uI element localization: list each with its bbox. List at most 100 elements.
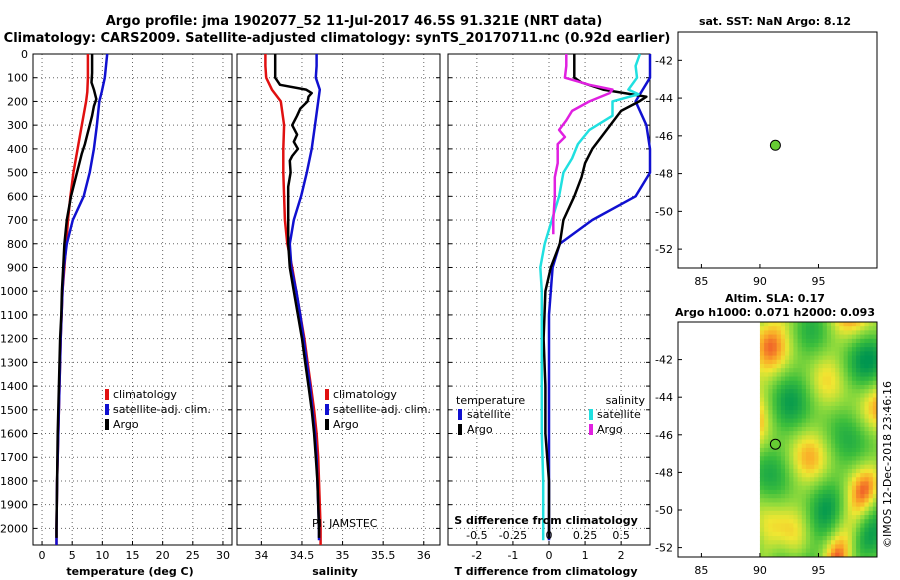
heatmap-cell xyxy=(759,401,765,407)
heatmap-cell xyxy=(759,548,765,554)
heatmap-cell xyxy=(759,527,765,533)
heatmap-cell xyxy=(847,494,853,499)
heatmap-cell xyxy=(831,380,836,386)
heatmap-cell xyxy=(768,418,773,424)
heatmap-cell xyxy=(818,519,824,524)
heatmap-cell xyxy=(822,531,828,537)
heatmap-cell xyxy=(868,531,874,537)
heatmap-cell xyxy=(856,531,861,537)
heatmap-cell xyxy=(764,322,769,327)
heatmap-cell xyxy=(776,422,782,428)
heatmap-cell xyxy=(851,334,857,340)
heatmap-cell xyxy=(810,363,815,369)
heatmap-cell xyxy=(847,544,853,550)
heatmap-cell xyxy=(789,439,794,445)
heatmap-cell xyxy=(776,548,782,554)
heatmap-cell xyxy=(789,380,794,386)
heatmap-cell xyxy=(776,414,782,420)
heatmap-cell xyxy=(776,359,782,365)
heatmap-cell xyxy=(797,418,803,424)
heatmap-cell xyxy=(797,338,803,344)
heatmap-cell xyxy=(797,330,803,336)
depth-tick-label: 500 xyxy=(7,167,28,180)
heatmap-cell xyxy=(818,536,824,541)
heatmap-cell xyxy=(868,456,874,461)
heatmap-cell xyxy=(835,485,840,491)
heatmap-cell xyxy=(814,393,819,399)
heatmap-cell xyxy=(801,544,807,550)
secondary-x-tick-label: -0.5 xyxy=(466,529,487,542)
heatmap-cell xyxy=(843,418,849,424)
heatmap-cell xyxy=(776,410,782,415)
heatmap-cell xyxy=(864,389,870,394)
heatmap-cell xyxy=(847,452,853,457)
heatmap-cell xyxy=(797,376,803,382)
heatmap-cell xyxy=(801,498,807,503)
heatmap-cell xyxy=(860,351,865,357)
heatmap-cell xyxy=(776,502,782,508)
heatmap-cell xyxy=(843,485,849,491)
depth-tick-label: 1200 xyxy=(0,333,28,346)
heatmap-cell xyxy=(814,401,819,407)
heatmap-cell xyxy=(814,515,819,520)
heatmap-cell xyxy=(835,468,840,474)
heatmap-cell xyxy=(839,389,845,394)
heatmap-cell xyxy=(810,326,815,331)
heatmap-cell xyxy=(826,342,832,348)
header-line2: Climatology: CARS2009. Satellite-adjuste… xyxy=(4,31,671,46)
heatmap-cell xyxy=(872,418,878,424)
heatmap-cell xyxy=(797,405,803,411)
heatmap-cell xyxy=(776,510,782,516)
heatmap-cell xyxy=(868,460,874,466)
heatmap-cell xyxy=(759,376,765,382)
heatmap-cell xyxy=(843,540,849,545)
heatmap-cell xyxy=(801,422,807,428)
heatmap-cell xyxy=(831,460,836,466)
heatmap-cell xyxy=(864,405,870,411)
heatmap-cell xyxy=(772,498,778,503)
heatmap-cell xyxy=(780,389,786,394)
secondary-x-tick-label: 0.5 xyxy=(612,529,630,542)
heatmap-cell xyxy=(864,531,870,537)
heatmap-cell xyxy=(789,418,794,424)
heatmap-cell xyxy=(814,330,819,336)
heatmap-cell xyxy=(868,527,874,533)
heatmap-cell xyxy=(826,326,832,331)
heatmap-cell xyxy=(801,401,807,407)
heatmap-cell xyxy=(772,544,778,550)
heatmap-cell xyxy=(839,418,845,424)
sla-map-panel: 85 90 95-42-44-46-48-50-52 xyxy=(655,321,878,577)
heatmap-cell xyxy=(797,326,803,331)
heatmap-cell xyxy=(851,548,857,554)
heatmap-cell xyxy=(759,326,765,331)
heatmap-cell xyxy=(831,342,836,348)
legend-swatch xyxy=(325,404,329,415)
heatmap-cell xyxy=(864,410,870,415)
heatmap-cell xyxy=(772,464,778,470)
heatmap-cell xyxy=(826,384,832,390)
heatmap-cell xyxy=(856,498,861,503)
heatmap-cell xyxy=(818,531,824,537)
heatmap-cell xyxy=(860,330,865,336)
heatmap-cell xyxy=(810,519,815,524)
heatmap-cell xyxy=(776,397,782,403)
heatmap-cell xyxy=(764,363,769,369)
heatmap-cell xyxy=(826,418,832,424)
heatmap-cell xyxy=(793,347,799,352)
heatmap-cell xyxy=(851,351,857,357)
heatmap-cell xyxy=(864,359,870,365)
x-tick-label: 1 xyxy=(582,549,589,562)
heatmap-cell xyxy=(814,548,819,554)
difference-secondary-xlabel: S difference from climatology xyxy=(454,514,638,527)
heatmap-cell xyxy=(818,414,824,420)
heatmap-cell xyxy=(810,477,815,482)
heatmap-cell xyxy=(764,338,769,344)
heatmap-cell xyxy=(839,456,845,461)
heatmap-cell xyxy=(789,368,794,373)
heatmap-cell xyxy=(851,506,857,512)
heatmap-cell xyxy=(872,363,878,369)
depth-tick-label: 300 xyxy=(7,119,28,132)
heatmap-cell xyxy=(772,527,778,533)
